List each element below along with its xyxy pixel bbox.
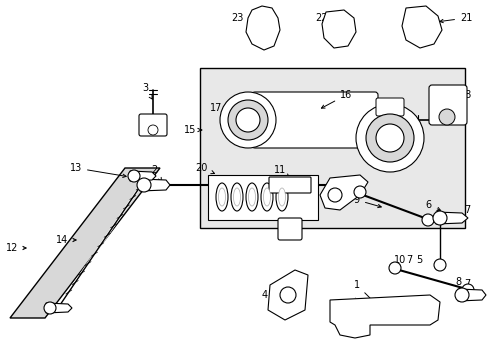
- Circle shape: [355, 104, 423, 172]
- Circle shape: [148, 125, 158, 135]
- Polygon shape: [321, 10, 355, 48]
- Polygon shape: [10, 168, 160, 318]
- Ellipse shape: [261, 183, 272, 211]
- Text: 17: 17: [209, 103, 236, 113]
- Circle shape: [44, 302, 56, 314]
- Circle shape: [327, 188, 341, 202]
- Ellipse shape: [278, 188, 285, 206]
- Ellipse shape: [245, 183, 258, 211]
- FancyBboxPatch shape: [251, 92, 377, 148]
- Text: 2: 2: [151, 165, 161, 181]
- Bar: [200, 68, 464, 228]
- Text: 21: 21: [439, 13, 471, 23]
- Circle shape: [388, 262, 400, 274]
- Text: 6: 6: [425, 200, 440, 211]
- Circle shape: [438, 109, 454, 125]
- FancyBboxPatch shape: [278, 218, 302, 240]
- Text: 23: 23: [231, 13, 264, 23]
- Text: 9: 9: [353, 195, 381, 208]
- FancyBboxPatch shape: [139, 114, 167, 136]
- Text: 20: 20: [195, 163, 214, 174]
- Text: 19: 19: [395, 148, 415, 158]
- Ellipse shape: [216, 183, 227, 211]
- Polygon shape: [435, 212, 467, 224]
- Ellipse shape: [263, 188, 270, 206]
- Circle shape: [454, 288, 468, 302]
- Text: 13: 13: [70, 163, 126, 177]
- Circle shape: [220, 92, 275, 148]
- Circle shape: [432, 211, 446, 225]
- Polygon shape: [401, 6, 441, 48]
- Polygon shape: [245, 6, 280, 50]
- Polygon shape: [457, 289, 485, 301]
- Text: 2: 2: [337, 185, 344, 195]
- Circle shape: [421, 214, 433, 226]
- Circle shape: [365, 114, 413, 162]
- Polygon shape: [130, 171, 156, 181]
- Ellipse shape: [233, 188, 240, 206]
- Circle shape: [353, 186, 365, 198]
- Text: 7: 7: [405, 255, 411, 265]
- Ellipse shape: [248, 188, 255, 206]
- Text: 14: 14: [56, 235, 76, 245]
- Circle shape: [375, 124, 403, 152]
- Text: 15: 15: [183, 125, 201, 135]
- Circle shape: [433, 259, 445, 271]
- Bar: [207, 175, 317, 220]
- Text: 10: 10: [393, 255, 405, 265]
- Circle shape: [280, 287, 295, 303]
- Polygon shape: [319, 175, 367, 210]
- Text: 4: 4: [262, 290, 274, 300]
- Text: 22: 22: [315, 13, 333, 23]
- FancyBboxPatch shape: [268, 177, 310, 193]
- Ellipse shape: [230, 183, 243, 211]
- Text: 12: 12: [6, 243, 26, 253]
- Text: 7: 7: [463, 205, 469, 215]
- Ellipse shape: [218, 188, 225, 206]
- Text: 5: 5: [415, 255, 421, 265]
- Text: 11: 11: [273, 165, 288, 177]
- Text: 3: 3: [142, 83, 152, 99]
- Text: 1: 1: [353, 280, 376, 305]
- Polygon shape: [46, 303, 72, 313]
- Circle shape: [137, 178, 151, 192]
- Circle shape: [128, 170, 140, 182]
- Polygon shape: [140, 179, 170, 191]
- Polygon shape: [267, 270, 307, 320]
- Ellipse shape: [275, 183, 287, 211]
- Circle shape: [227, 100, 267, 140]
- Text: 3: 3: [275, 208, 286, 220]
- Text: 8: 8: [455, 277, 461, 287]
- Polygon shape: [329, 295, 439, 338]
- FancyBboxPatch shape: [428, 85, 466, 125]
- Text: 18: 18: [453, 90, 471, 100]
- Text: 13: 13: [46, 303, 58, 313]
- Circle shape: [461, 284, 473, 296]
- Text: 16: 16: [321, 90, 351, 108]
- FancyBboxPatch shape: [375, 98, 403, 116]
- Circle shape: [236, 108, 260, 132]
- Text: 7: 7: [463, 279, 469, 289]
